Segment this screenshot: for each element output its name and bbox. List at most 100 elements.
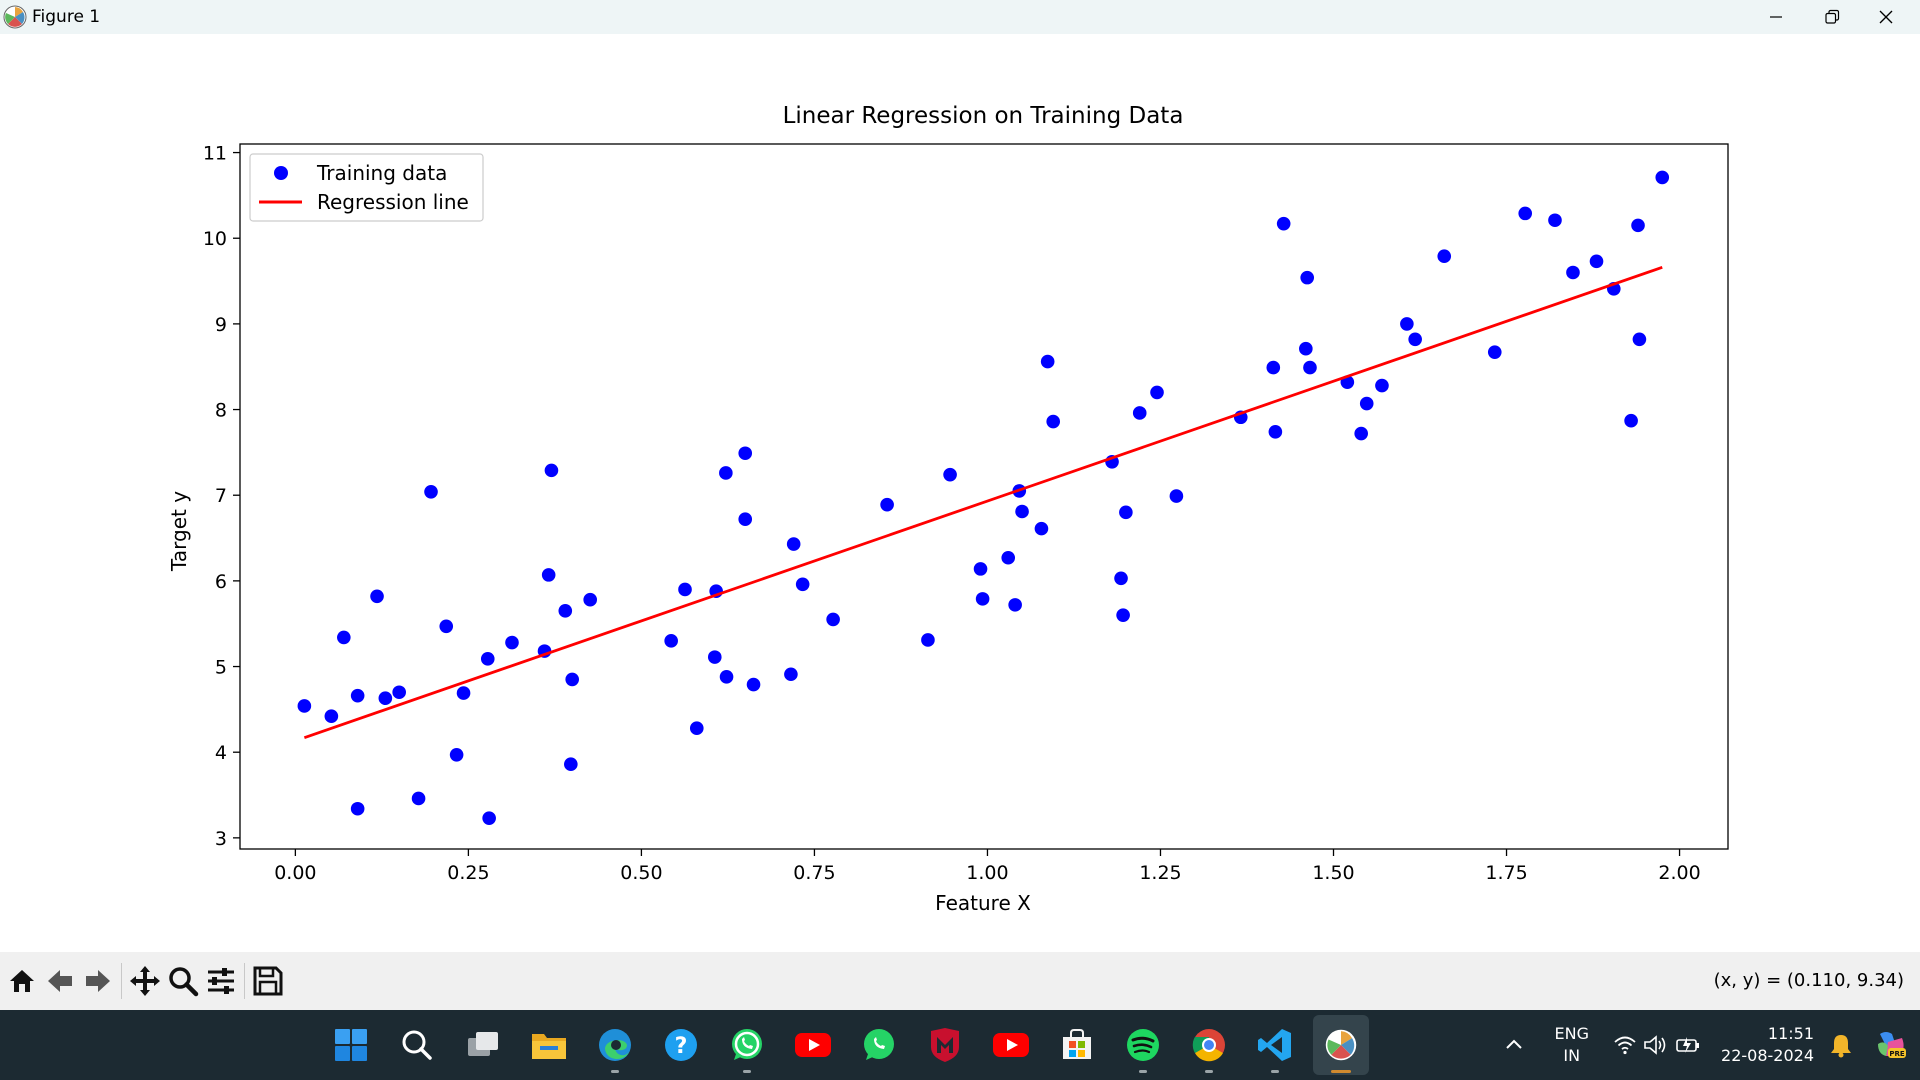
clock[interactable]: 11:51 22-08-2024	[1721, 1023, 1814, 1067]
start-button[interactable]	[323, 1015, 379, 1075]
close-button[interactable]	[1852, 0, 1920, 34]
task-view-button[interactable]	[455, 1015, 511, 1075]
data-point	[1632, 332, 1647, 347]
search-icon	[402, 1030, 432, 1060]
mcafee-button[interactable]	[917, 1015, 973, 1075]
chart-title: Linear Regression on Training Data	[783, 103, 1184, 129]
data-point	[456, 686, 471, 700]
data-point	[1114, 571, 1128, 586]
data-point	[480, 652, 495, 666]
home-button[interactable]	[3, 958, 41, 1004]
matplotlib-icon	[1325, 1029, 1357, 1061]
whatsapp-business-button[interactable]	[851, 1015, 907, 1075]
data-point	[1015, 504, 1029, 519]
data-point	[1359, 396, 1374, 411]
mcafee-icon	[931, 1028, 959, 1062]
y-tick-label: 6	[215, 571, 227, 593]
data-point	[1299, 341, 1313, 356]
figure-canvas[interactable]: Linear Regression on Training Data 0.00 0…	[0, 34, 1920, 952]
data-point	[973, 562, 988, 576]
cursor-coordinates: (x, y) = (0.110, 9.34)	[1713, 970, 1904, 991]
restore-button[interactable]	[1798, 0, 1866, 34]
data-point	[350, 688, 365, 703]
x-tick-label: 0.50	[620, 862, 662, 884]
microsoft-store-button[interactable]	[1049, 1015, 1105, 1075]
data-point	[449, 747, 464, 762]
pan-icon	[130, 966, 160, 996]
volume-icon[interactable]	[1643, 1034, 1669, 1056]
window-title: Figure 1	[32, 7, 101, 27]
edge-button[interactable]	[587, 1015, 643, 1075]
battery-icon[interactable]	[1675, 1034, 1701, 1056]
spotify-button[interactable]	[1115, 1015, 1171, 1075]
x-tick-label: 1.25	[1139, 862, 1181, 884]
zoom-icon	[169, 967, 199, 997]
running-indicator	[1205, 1070, 1213, 1073]
data-point	[975, 592, 990, 606]
data-point	[411, 791, 426, 806]
data-point	[558, 604, 573, 618]
axes-frame	[239, 143, 1729, 850]
data-point	[439, 619, 454, 634]
data-point	[1400, 317, 1414, 331]
whatsapp-icon	[732, 1029, 762, 1060]
language-indicator[interactable]: ENG IN	[1555, 1023, 1589, 1067]
whatsapp-button[interactable]	[719, 1015, 775, 1075]
pan-button[interactable]	[126, 958, 164, 1004]
running-indicator	[1139, 1070, 1147, 1073]
configure-subplots-button[interactable]	[202, 958, 240, 1004]
file-explorer-button[interactable]	[521, 1015, 577, 1075]
data-point	[1001, 550, 1016, 565]
taskbar: ?	[0, 1010, 1920, 1080]
youtube-icon	[795, 1033, 831, 1057]
chrome-button[interactable]	[1181, 1015, 1237, 1075]
running-indicator	[611, 1070, 619, 1073]
save-button[interactable]	[249, 958, 287, 1004]
taskbar-apps: ?	[318, 1010, 1374, 1080]
data-point	[1303, 360, 1317, 375]
data-point	[1008, 598, 1022, 612]
wifi-icon[interactable]	[1613, 1034, 1637, 1056]
data-point	[378, 691, 393, 706]
data-point	[324, 709, 339, 724]
svg-text:?: ?	[675, 1034, 688, 1059]
data-point	[1169, 489, 1184, 503]
running-indicator	[1271, 1070, 1279, 1073]
youtube-app-button[interactable]	[983, 1015, 1039, 1075]
copilot-icon[interactable]: PRE	[1874, 1028, 1908, 1062]
scatter-chart[interactable]: Linear Regression on Training Data 0.00 0…	[0, 34, 1920, 952]
toolbar-separator	[121, 963, 122, 999]
matplotlib-figure-button[interactable]	[1313, 1015, 1369, 1075]
data-point	[664, 634, 678, 648]
minimize-button[interactable]	[1742, 0, 1810, 34]
data-point	[738, 512, 753, 527]
forward-icon	[86, 970, 110, 992]
legend-label-regression-line: Regression line	[317, 190, 469, 214]
configure-subplots-icon	[208, 968, 234, 994]
taskbar-search-button[interactable]	[389, 1015, 445, 1075]
scatter-points	[297, 170, 1670, 825]
x-tick-label: 0.00	[274, 862, 316, 884]
y-tick-label: 7	[215, 485, 227, 507]
windows-start-icon	[335, 1029, 367, 1061]
data-point	[424, 484, 438, 499]
data-point	[1300, 270, 1315, 285]
y-tick-label: 9	[215, 314, 227, 336]
notification-bell-icon[interactable]	[1828, 1032, 1854, 1058]
help-button[interactable]: ?	[653, 1015, 709, 1075]
youtube-button[interactable]	[785, 1015, 841, 1075]
back-button[interactable]	[41, 958, 79, 1004]
forward-button[interactable]	[79, 958, 117, 1004]
vscode-button[interactable]	[1247, 1015, 1303, 1075]
vscode-icon	[1258, 1029, 1291, 1061]
data-point	[1150, 385, 1164, 400]
x-tick-label: 1.00	[966, 862, 1008, 884]
minimize-icon	[1770, 16, 1782, 18]
chevron-up-icon[interactable]	[1503, 1034, 1525, 1056]
data-point	[1266, 360, 1281, 375]
x-tick-label: 2.00	[1658, 862, 1700, 884]
zoom-button[interactable]	[164, 958, 202, 1004]
edge-browser-icon	[599, 1029, 631, 1061]
data-point	[1487, 345, 1502, 359]
data-point	[337, 630, 351, 645]
